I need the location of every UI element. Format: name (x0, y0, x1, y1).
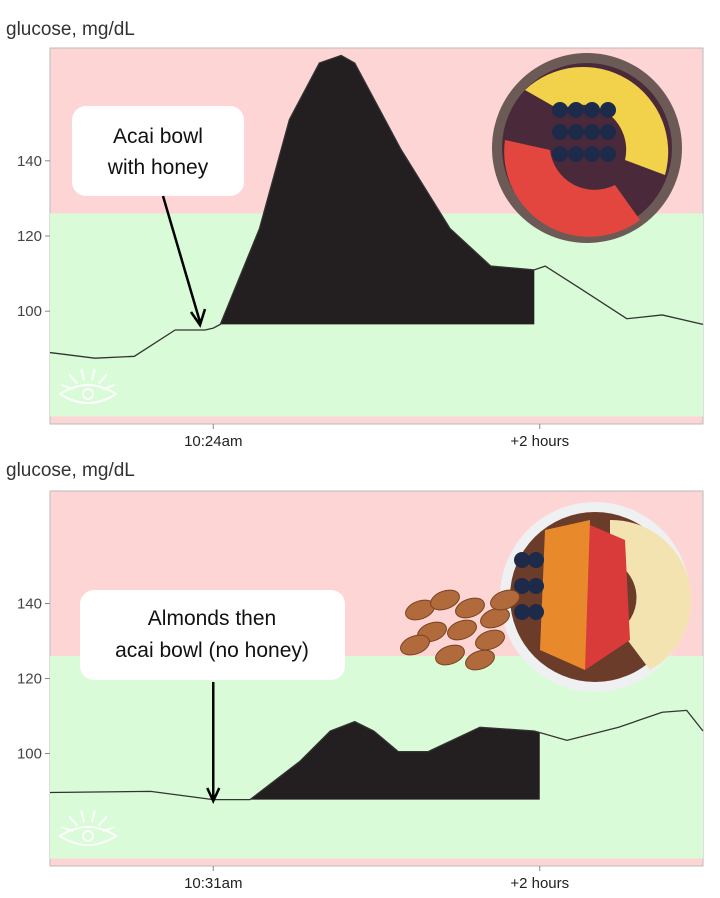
blueberry (584, 124, 600, 140)
eye-ray (80, 810, 86, 823)
eye-logo-icon (58, 368, 118, 404)
eye-ray (61, 384, 74, 391)
eye-ray (61, 826, 74, 833)
almonds-image (400, 589, 520, 671)
annotation-text: Almonds then (148, 607, 276, 630)
blueberry (600, 146, 616, 162)
blueberry (552, 146, 568, 162)
y-tick-label: 100 (17, 303, 42, 320)
eye-ray (97, 816, 108, 827)
annotation-box (80, 590, 345, 680)
blueberry (552, 102, 568, 118)
x-tick-label: +2 hours (510, 875, 569, 892)
banana-slices (610, 519, 692, 670)
eye-pupil (82, 388, 94, 400)
eye-logo-icon (58, 810, 118, 846)
eye-ray (102, 826, 115, 833)
almond (480, 607, 510, 629)
strawberry-slices (504, 140, 640, 237)
annotation-box (72, 106, 244, 196)
y-tick-label: 140 (17, 153, 42, 170)
chart-panel-2: glucose, mg/dL 100 120 140 10:31am +2 hours Al… (6, 460, 704, 892)
acai-bowl-image (492, 53, 682, 243)
blueberry (514, 578, 530, 594)
y-axis-title: glucose, mg/dL (6, 460, 135, 481)
arrow-head-icon (206, 787, 221, 804)
glucose-line (49, 54, 704, 359)
acai-bowl-image (500, 502, 692, 692)
blueberry (568, 146, 584, 162)
glucose-rise-area (220, 55, 535, 325)
almond (490, 589, 520, 611)
blueberry (528, 552, 544, 568)
blueberry (584, 102, 600, 118)
almond (455, 597, 485, 619)
arrow-head-icon (189, 308, 207, 328)
eye-ray (90, 368, 96, 381)
x-tick-label: 10:24am (184, 433, 242, 450)
eye-ray (102, 384, 115, 391)
eye-outline (58, 384, 118, 404)
annotation-text: with honey (107, 156, 209, 179)
blueberry (600, 124, 616, 140)
glucose-line (49, 709, 704, 801)
y-axis-title: glucose, mg/dL (6, 19, 135, 40)
almond (475, 629, 505, 651)
blueberry (568, 102, 584, 118)
blueberry (528, 604, 544, 620)
annotation-text: acai bowl (no honey) (115, 639, 309, 662)
blueberry (552, 124, 568, 140)
blueberry (584, 146, 600, 162)
banana-slices (525, 66, 669, 175)
eye-ray (97, 374, 108, 385)
almond (465, 649, 495, 671)
eye-ray (68, 374, 79, 385)
y-tick-label: 140 (17, 596, 42, 613)
annotation-arrow (161, 195, 202, 323)
blueberry (600, 102, 616, 118)
papaya-pieces (540, 520, 590, 670)
annotation-text: Acai bowl (113, 125, 203, 148)
x-tick-label: 10:31am (184, 875, 242, 892)
almond (430, 589, 460, 611)
eye-ray (68, 816, 79, 827)
almond (435, 644, 465, 666)
glucose-rise-area (249, 721, 540, 800)
blueberry (514, 552, 530, 568)
y-tick-label: 120 (17, 228, 42, 245)
x-tick-label: +2 hours (510, 433, 569, 450)
eye-ray (80, 368, 86, 381)
almond (400, 634, 430, 656)
eye-ray (90, 810, 96, 823)
eye-pupil (82, 830, 94, 842)
y-tick-label: 120 (17, 671, 42, 688)
chart-panel-1: glucose, mg/dL 100 120 140 10:24am +2 hours Ac… (6, 19, 704, 450)
almond (447, 619, 477, 641)
blueberry (568, 124, 584, 140)
eye-outline (58, 826, 118, 846)
blueberry (528, 578, 544, 594)
blueberry (514, 604, 530, 620)
y-tick-label: 100 (17, 746, 42, 763)
